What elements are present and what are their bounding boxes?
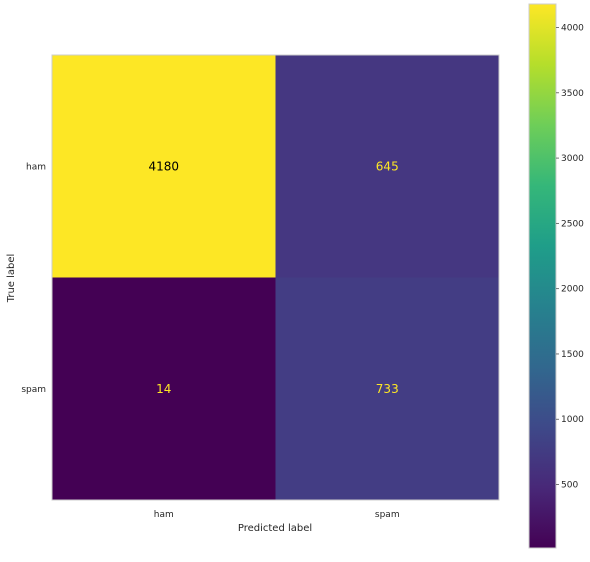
cell-value-label: 733 xyxy=(376,382,399,396)
matrix-plot: 4180 645 14 733 ham spam ham spam xyxy=(21,54,500,520)
colorbar-tick-label: 500 xyxy=(561,481,578,491)
x-tick-label: spam xyxy=(375,510,400,520)
matrix-frame xyxy=(51,54,500,501)
matrix-cell xyxy=(52,277,276,500)
colorbar-tick-label: 3000 xyxy=(561,154,584,164)
colorbar-tick-label: 2000 xyxy=(561,285,584,295)
cell-value-label: 4180 xyxy=(148,159,179,173)
colorbar-tick-label: 1000 xyxy=(561,415,584,425)
colorbar-tick-label: 2500 xyxy=(561,219,584,229)
colorbar-tick-label: 3500 xyxy=(561,89,584,99)
x-axis-label: Predicted label xyxy=(238,523,312,534)
colorbar-gradient xyxy=(528,3,557,549)
y-tick-label: ham xyxy=(26,162,46,172)
x-tick-label: ham xyxy=(154,510,174,520)
cell-value-label: 14 xyxy=(156,382,171,396)
y-axis-label: True label xyxy=(6,254,17,304)
colorbar-tick-label: 1500 xyxy=(561,350,584,360)
colorbar-tick-label: 4000 xyxy=(561,24,584,34)
matrix-cell xyxy=(275,55,499,278)
matrix-cell xyxy=(275,277,499,500)
matrix-cell xyxy=(52,55,276,278)
colorbar: 500 1000 1500 2000 2500 3000 3500 4000 xyxy=(528,3,584,549)
y-tick-label: spam xyxy=(21,385,46,395)
cell-value-label: 645 xyxy=(376,159,399,173)
